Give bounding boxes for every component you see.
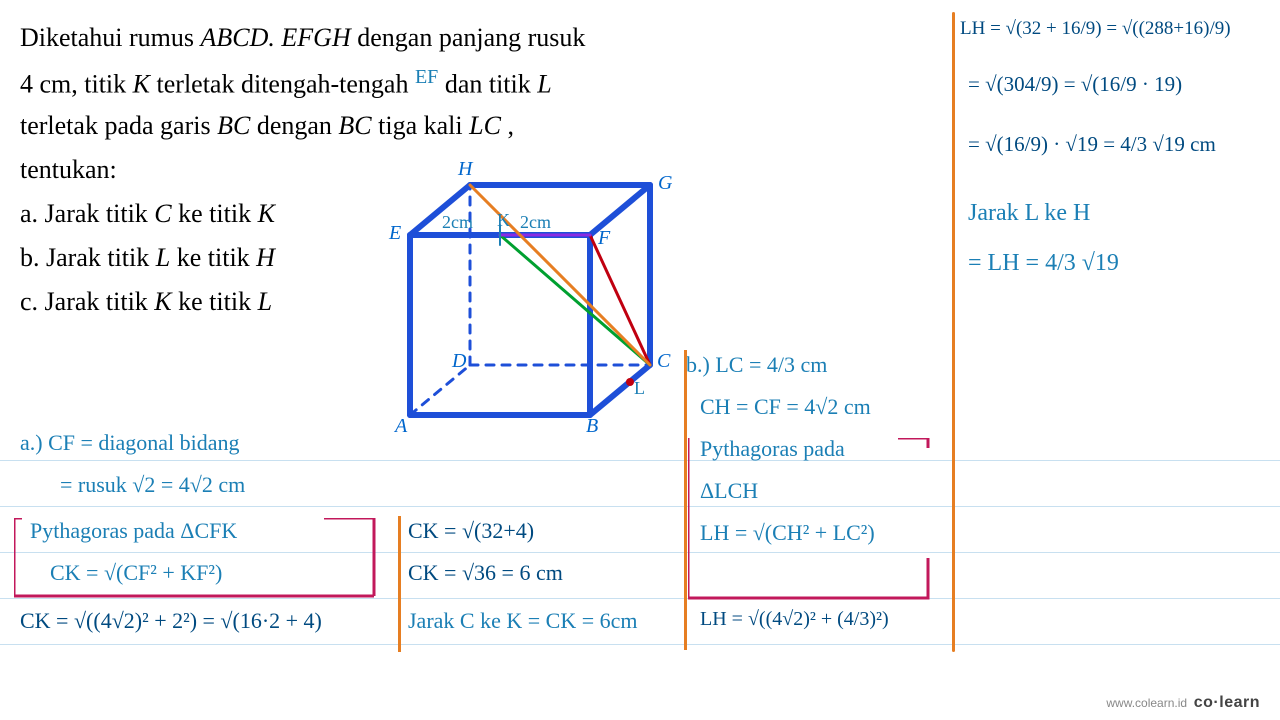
label-K: K xyxy=(497,210,510,231)
work-a2: = rusuk √2 = 4√2 cm xyxy=(60,472,245,498)
label-F: F xyxy=(598,227,610,250)
divider-orange-3 xyxy=(952,12,955,652)
problem-line2: 4 cm, titik K terletak ditengah-tengah E… xyxy=(20,62,940,104)
ruled-line xyxy=(0,644,1280,645)
ruled-line xyxy=(0,506,1280,507)
work-ck2: CK = √36 = 6 cm xyxy=(408,560,563,586)
work-lh5: = LH = 4/3 √19 xyxy=(968,250,1119,277)
label-E: E xyxy=(389,222,401,245)
label-G: G xyxy=(658,172,672,195)
problem-line4: tentukan: xyxy=(20,150,117,189)
work-lh3: = √(16/9) · √19 = 4/3 √19 cm xyxy=(968,132,1216,157)
work-ck3: Jarak C ke K = CK = 6cm xyxy=(408,608,638,634)
label-H: H xyxy=(458,158,472,181)
question-a: a. Jarak titik C ke titik K xyxy=(20,194,275,233)
work-b2: CH = CF = 4√2 cm xyxy=(700,394,871,420)
bracket-1 xyxy=(14,518,384,600)
label-B: B xyxy=(586,415,598,438)
question-c: c. Jarak titik K ke titik L xyxy=(20,282,272,321)
question-b: b. Jarak titik L ke titik H xyxy=(20,238,275,277)
problem-line3: terletak pada garis BC dengan BC tiga ka… xyxy=(20,106,940,145)
divider-orange-2 xyxy=(684,350,687,650)
work-a1: a.) CF = diagonal bidang xyxy=(20,430,240,456)
work-ck1: CK = √(32+4) xyxy=(408,518,534,544)
footer-url: www.colearn.id xyxy=(1106,696,1187,710)
ruled-line xyxy=(0,460,1280,461)
label-A: A xyxy=(395,415,407,438)
annot-2cm-l: 2cm xyxy=(442,212,473,233)
work-lh4: Jarak L ke H xyxy=(968,200,1090,227)
work-b1: b.) LC = 4/3 cm xyxy=(686,352,827,378)
divider-orange-1 xyxy=(398,516,401,652)
bracket-2 xyxy=(688,438,938,608)
problem-line1: Diketahui rumus ABCD. EFGH dengan panjan… xyxy=(20,18,940,57)
label-L: L xyxy=(634,378,645,399)
footer-brand: co·learn xyxy=(1194,694,1260,711)
cube-diagram xyxy=(380,150,700,450)
work-b6: LH = √((4√2)² + (4/3)²) xyxy=(700,608,889,631)
work-lh1: LH = √(32 + 16/9) = √((288+16)/9) xyxy=(960,18,1231,40)
label-C: C xyxy=(657,350,670,373)
work-a5: CK = √((4√2)² + 2²) = √(16·2 + 4) xyxy=(20,608,322,634)
annot-2cm-r: 2cm xyxy=(520,212,551,233)
ef-annotation: EF xyxy=(415,66,438,88)
footer: www.colearn.id co·learn xyxy=(1106,694,1260,712)
work-lh2: = √(304/9) = √(16/9 · 19) xyxy=(968,72,1182,97)
label-D: D xyxy=(452,350,466,373)
